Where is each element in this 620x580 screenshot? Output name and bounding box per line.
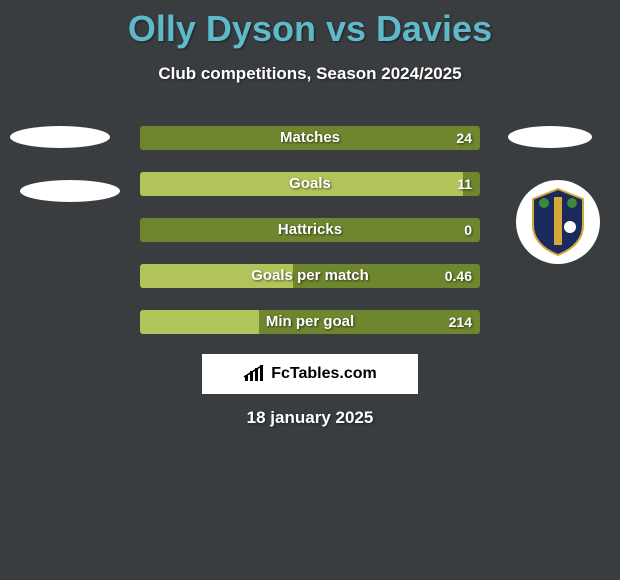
stat-row: Goals 11 — [140, 172, 480, 196]
stat-value: 24 — [456, 126, 472, 150]
brand-text: FcTables.com — [271, 365, 377, 383]
stat-row: Min per goal 214 — [140, 310, 480, 334]
stat-label: Goals — [140, 172, 480, 196]
stat-label: Goals per match — [140, 264, 480, 288]
stat-value: 0 — [464, 218, 472, 242]
stat-rows: Matches 24 Goals 11 Hattricks 0 Goals pe… — [140, 126, 480, 356]
shield-icon — [528, 187, 588, 257]
player-left-avatar-2 — [20, 180, 120, 202]
bar-chart-icon — [243, 365, 265, 383]
page-title: Olly Dyson vs Davies — [0, 0, 620, 50]
club-crest — [516, 180, 600, 264]
stat-label: Hattricks — [140, 218, 480, 242]
player-right-avatar — [508, 126, 592, 148]
player-left-avatar-1 — [10, 126, 110, 148]
comparison-card: Olly Dyson vs Davies Club competitions, … — [0, 0, 620, 580]
stat-label: Matches — [140, 126, 480, 150]
stat-row: Matches 24 — [140, 126, 480, 150]
subtitle: Club competitions, Season 2024/2025 — [0, 64, 620, 84]
stat-row: Goals per match 0.46 — [140, 264, 480, 288]
date-text: 18 january 2025 — [0, 408, 620, 428]
stat-value: 11 — [457, 172, 472, 196]
brand-badge[interactable]: FcTables.com — [202, 354, 418, 394]
stat-value: 214 — [449, 310, 472, 334]
stat-value: 0.46 — [445, 264, 472, 288]
stat-label: Min per goal — [140, 310, 480, 334]
stat-row: Hattricks 0 — [140, 218, 480, 242]
